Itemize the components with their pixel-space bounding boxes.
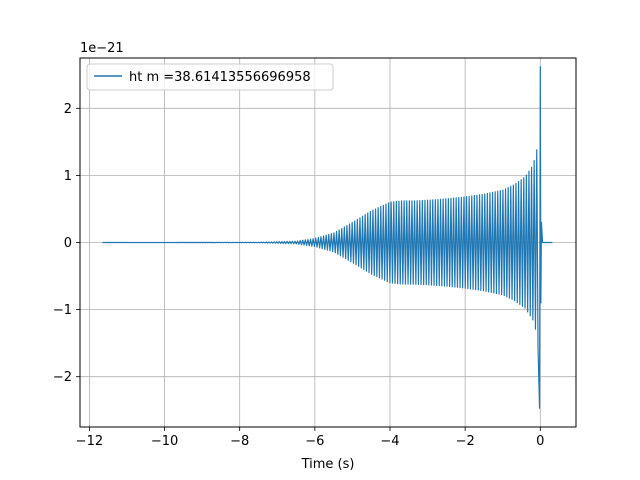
- x-tick-label: −10: [151, 434, 178, 449]
- y-tick-label: 1: [64, 169, 72, 184]
- plot-area: [102, 66, 553, 409]
- y-offset-label: 1e−21: [80, 41, 124, 56]
- x-tick-label: −6: [305, 434, 324, 449]
- y-tick-label: 2: [64, 102, 72, 117]
- y-tick-label: 0: [64, 236, 72, 251]
- x-tick-label: −2: [456, 434, 475, 449]
- y-tick-label: −1: [53, 303, 72, 318]
- legend-box: [86, 63, 334, 91]
- x-axis-label: Time (s): [301, 457, 355, 472]
- y-tick-label: −2: [53, 370, 72, 385]
- x-tick-label: −12: [76, 434, 103, 449]
- x-tick-label: −4: [380, 434, 399, 449]
- x-tick-label: −8: [230, 434, 249, 449]
- waveform-line: [102, 66, 553, 409]
- legend-series-label: ht m =38.61413556696958: [129, 70, 311, 85]
- x-tick-label: 0: [536, 434, 544, 449]
- legend: ht m =38.61413556696958: [86, 63, 334, 91]
